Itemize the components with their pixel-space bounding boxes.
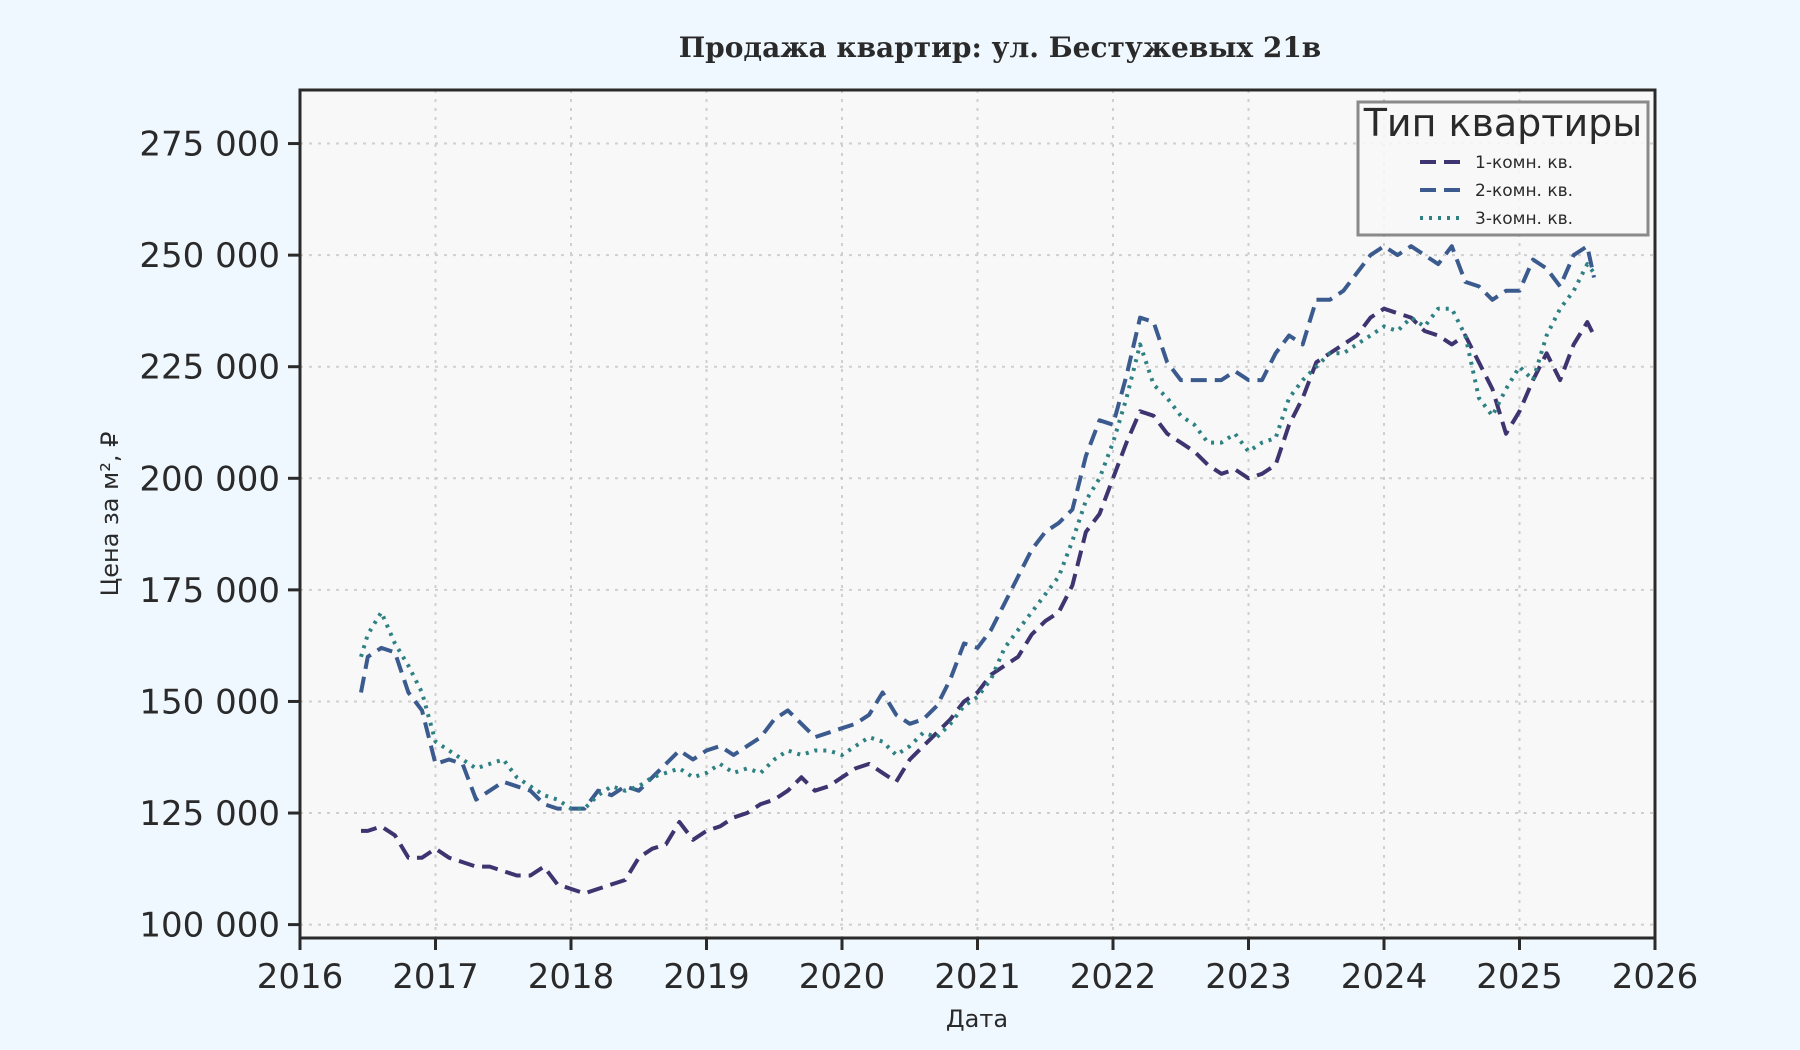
y-tick-label: 100 000 xyxy=(139,906,280,946)
y-tick-label: 200 000 xyxy=(139,459,280,499)
legend-box xyxy=(1356,100,1650,237)
chart-title: Продажа квартир: ул. Бестужевых 21в xyxy=(679,31,1322,64)
x-tick-label: 2016 xyxy=(257,957,344,997)
x-tick-label: 2023 xyxy=(1205,957,1292,997)
legend-label-2: 2-комн. кв. xyxy=(1475,181,1573,201)
y-axis: 100 000 125 000 150 000 175 000 200 000 225 0… xyxy=(139,125,300,946)
x-axis: 2016 2017 2018 2019 2020 2021 2022 2023 2024 2025… xyxy=(257,938,1699,997)
y-tick-label: 175 000 xyxy=(139,571,280,611)
legend-title: Тип квартиры xyxy=(1363,101,1643,145)
legend-label-3: 3-комн. кв. xyxy=(1475,209,1573,229)
x-axis-label: Дата xyxy=(946,1005,1008,1033)
series-layer xyxy=(359,244,1596,896)
x-tick-label: 2021 xyxy=(934,957,1021,997)
x-tick-label: 2025 xyxy=(1476,957,1563,997)
y-tick-label: 250 000 xyxy=(139,236,280,276)
series-line-2 xyxy=(359,244,1596,811)
legend: Тип квартиры 1-комн. кв. 2-комн. кв. 3-ком… xyxy=(1356,100,1650,237)
x-tick-label: 2024 xyxy=(1341,957,1428,997)
series-line-1 xyxy=(361,306,1596,896)
x-tick-label: 2026 xyxy=(1612,957,1699,997)
y-tick-label: 125 000 xyxy=(139,794,280,834)
y-tick-label: 225 000 xyxy=(139,348,280,388)
x-tick-label: 2019 xyxy=(663,957,750,997)
y-tick-label: 150 000 xyxy=(139,682,280,722)
x-tick-label: 2018 xyxy=(528,957,615,997)
legend-label-1: 1-комн. кв. xyxy=(1475,153,1573,173)
x-tick-label: 2020 xyxy=(799,957,886,997)
y-tick-label: 275 000 xyxy=(139,125,280,165)
x-tick-label: 2017 xyxy=(392,957,479,997)
series-line-3 xyxy=(359,262,1596,811)
y-axis-label: Цена за м², ₽ xyxy=(96,432,124,597)
legend-items: 1-комн. кв. 2-комн. кв. 3-комн. кв. xyxy=(1420,153,1573,229)
x-tick-label: 2022 xyxy=(1070,957,1157,997)
